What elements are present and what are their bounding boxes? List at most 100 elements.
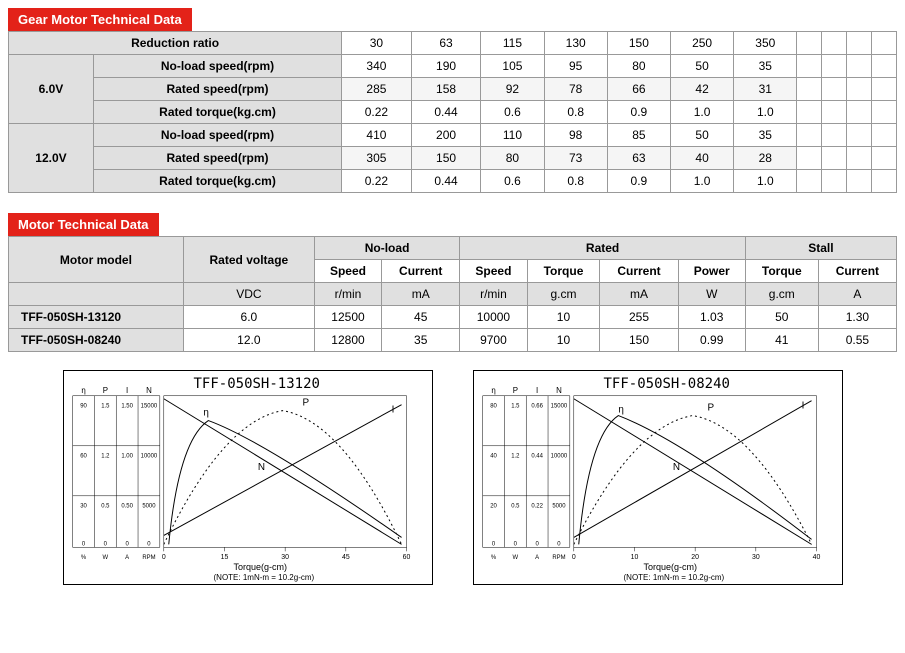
svg-text:0.66: 0.66: [531, 404, 543, 410]
motor-value: 10000: [460, 306, 527, 329]
svg-text:40: 40: [812, 554, 820, 561]
svg-text:W: W: [512, 555, 518, 561]
motor-value: 6.0: [183, 306, 314, 329]
svg-text:0: 0: [557, 541, 561, 547]
empty-cell: [797, 78, 822, 101]
gear-row-label: Rated speed(rpm): [93, 78, 341, 101]
motor-value: 10: [527, 329, 600, 352]
gear-value: 92: [481, 78, 544, 101]
motor-value: 1.03: [678, 306, 745, 329]
svg-text:RPM: RPM: [142, 555, 155, 561]
svg-text:80: 80: [490, 404, 497, 410]
svg-text:I: I: [801, 401, 804, 412]
gear-value: 305: [342, 147, 412, 170]
gear-value: 0.9: [607, 170, 670, 193]
gear-value: 200: [411, 124, 481, 147]
svg-text:N: N: [146, 386, 152, 395]
sub-header: Speed: [460, 260, 527, 283]
svg-text:10000: 10000: [140, 454, 157, 460]
unit-cell: r/min: [460, 283, 527, 306]
svg-text:90: 90: [80, 404, 87, 410]
charts-row: ηPIN901.51.5015000601.21.0010000300.50.5…: [8, 370, 897, 585]
voltage-label: 6.0V: [9, 55, 94, 124]
performance-chart: ηPIN801.50.6615000401.20.4410000200.50.2…: [473, 370, 843, 585]
empty-cell: [847, 32, 872, 55]
empty-cell: [822, 32, 847, 55]
ratio-value: 30: [342, 32, 412, 55]
empty-cell: [797, 32, 822, 55]
svg-text:0: 0: [125, 541, 129, 547]
svg-text:30: 30: [80, 504, 87, 510]
gear-value: 285: [342, 78, 412, 101]
svg-text:0.5: 0.5: [101, 504, 110, 510]
motor-value: 41: [745, 329, 818, 352]
svg-text:0: 0: [513, 541, 517, 547]
svg-text:1.50: 1.50: [121, 404, 133, 410]
motor-value: 45: [382, 306, 460, 329]
gear-value: 0.9: [607, 101, 670, 124]
svg-text:I: I: [536, 386, 538, 395]
svg-text:A: A: [535, 555, 539, 561]
unit-cell: mA: [600, 283, 678, 306]
svg-text:0: 0: [161, 554, 165, 561]
gear-value: 31: [734, 78, 797, 101]
svg-text:I: I: [126, 386, 128, 395]
svg-text:W: W: [102, 555, 108, 561]
svg-text:0: 0: [535, 541, 539, 547]
svg-text:45: 45: [341, 554, 349, 561]
svg-text:N: N: [257, 462, 264, 473]
svg-text:η: η: [618, 405, 624, 416]
unit-cell: [9, 283, 184, 306]
motor-value: 10: [527, 306, 600, 329]
motor-model-name: TFF-050SH-08240: [9, 329, 184, 352]
ratio-value: 150: [607, 32, 670, 55]
motor-model-header: Motor model: [9, 237, 184, 283]
gear-motor-table: Reduction ratio30631151301502503506.0VNo…: [8, 31, 897, 193]
ratio-value: 115: [481, 32, 544, 55]
motor-data-table: Motor modelRated voltageNo-loadRatedStal…: [8, 236, 897, 352]
empty-cell: [797, 55, 822, 78]
noload-header: No-load: [314, 237, 459, 260]
motor-value: 12.0: [183, 329, 314, 352]
empty-cell: [847, 55, 872, 78]
svg-text:1.5: 1.5: [101, 404, 110, 410]
svg-text:RPM: RPM: [552, 555, 565, 561]
gear-row-label: No-load speed(rpm): [93, 124, 341, 147]
gear-row-label: Rated torque(kg.cm): [93, 101, 341, 124]
svg-text:N: N: [556, 386, 562, 395]
empty-cell: [872, 78, 897, 101]
sub-header: Torque: [527, 260, 600, 283]
svg-text:15000: 15000: [550, 404, 567, 410]
rated-header: Rated: [460, 237, 746, 260]
gear-value: 35: [734, 55, 797, 78]
gear-value: 63: [607, 147, 670, 170]
chart-title: TFF-050SH-13120: [194, 376, 320, 392]
gear-value: 42: [670, 78, 733, 101]
sub-header: Speed: [314, 260, 381, 283]
empty-cell: [872, 55, 897, 78]
empty-cell: [797, 170, 822, 193]
empty-cell: [822, 170, 847, 193]
motor-value: 150: [600, 329, 678, 352]
ratio-value: 130: [544, 32, 607, 55]
motor-value: 0.99: [678, 329, 745, 352]
svg-text:P: P: [102, 386, 107, 395]
svg-text:5000: 5000: [142, 504, 156, 510]
gear-value: 0.22: [342, 170, 412, 193]
svg-text:60: 60: [402, 554, 410, 561]
svg-text:0.50: 0.50: [121, 504, 133, 510]
gear-value: 73: [544, 147, 607, 170]
chart-xlabel: Torque(g-cm): [644, 562, 698, 572]
sub-header: Torque: [745, 260, 818, 283]
gear-value: 110: [481, 124, 544, 147]
chart-note: (NOTE: 1mN-m = 10.2g-cm): [624, 573, 725, 582]
empty-cell: [822, 147, 847, 170]
svg-text:%: %: [490, 555, 496, 561]
svg-text:0.22: 0.22: [531, 504, 543, 510]
empty-cell: [797, 101, 822, 124]
svg-text:1.2: 1.2: [101, 454, 109, 460]
gear-value: 1.0: [734, 170, 797, 193]
sub-header: Current: [382, 260, 460, 283]
gear-row-label: Rated torque(kg.cm): [93, 170, 341, 193]
unit-cell: W: [678, 283, 745, 306]
